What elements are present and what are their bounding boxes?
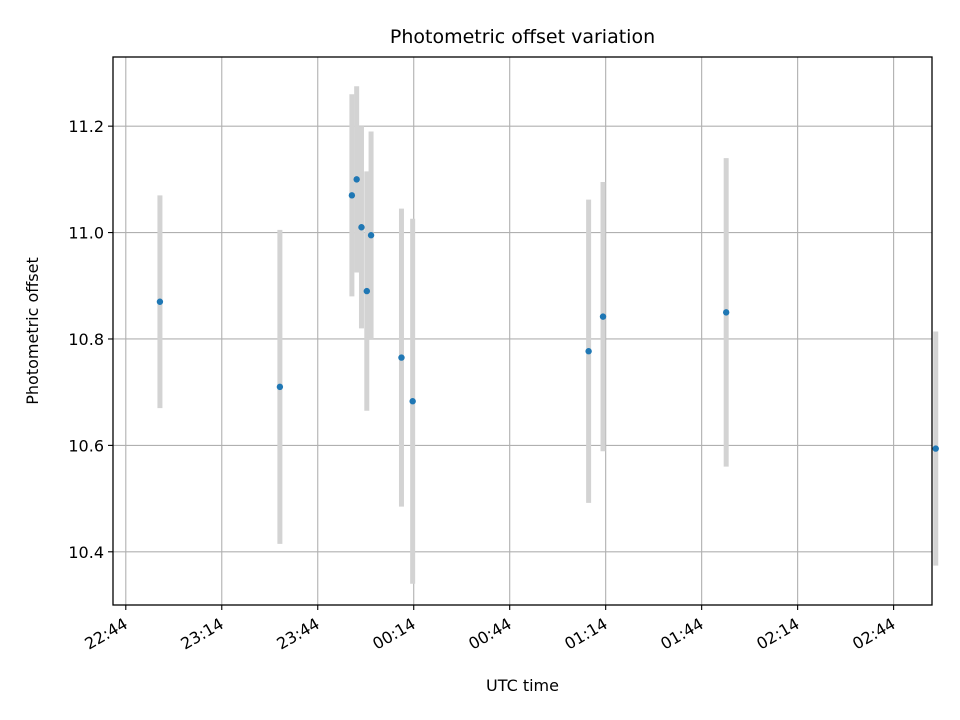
y-tick-label: 10.4 [68,543,104,562]
data-point [932,445,939,452]
y-axis-label: Photometric offset [23,257,42,405]
y-axis-ticks: 10.4 10.6 10.8 11.0 11.2 [68,117,113,562]
data-point [599,313,607,320]
data-point [398,354,405,361]
x-axis-label: UTC time [486,676,559,695]
grid [113,57,932,605]
y-tick-label: 10.8 [68,330,104,349]
data-point [353,176,360,183]
data-point [367,232,375,239]
data-point [348,192,356,199]
data-point [276,383,284,391]
chart-title: Photometric offset variation [390,26,655,48]
y-tick-label: 11.2 [68,117,104,136]
data-point [358,224,365,231]
y-tick-label: 10.6 [68,436,104,455]
plot-frame [112,56,933,606]
data-point [585,348,592,355]
data-point [156,298,164,305]
data-points [156,176,939,452]
y-tick-label: 11.0 [68,224,104,243]
data-point [722,309,730,316]
data-point [363,287,371,295]
data-point [409,398,416,405]
